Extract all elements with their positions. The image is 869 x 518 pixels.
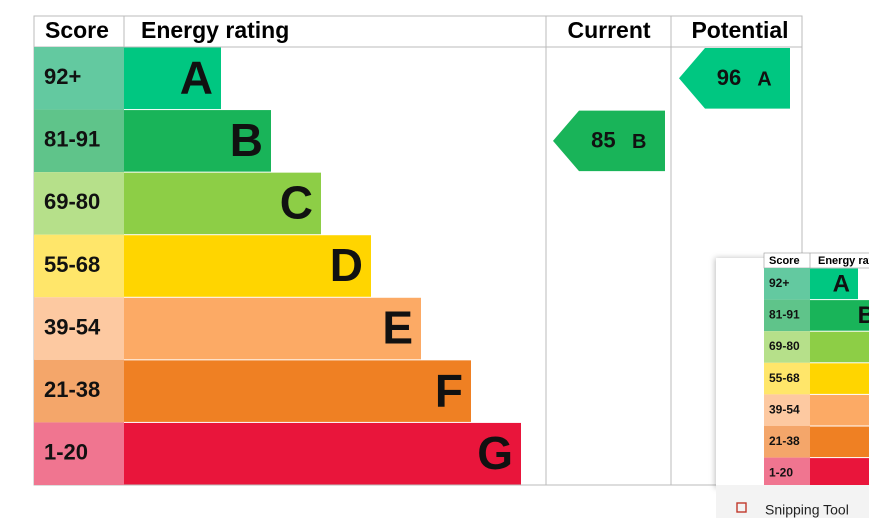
thumb-score-cell	[764, 268, 810, 300]
thumb-bar	[810, 268, 858, 300]
thumb-bar	[810, 331, 869, 363]
snipping-label[interactable]: Snipping Tool	[765, 502, 849, 518]
score-cell	[34, 359, 124, 423]
band-letter: B	[230, 114, 263, 166]
thumb-score-cell	[764, 426, 810, 458]
main-table: Score Energy rating Current Potential 92…	[33, 15, 803, 486]
band-letter: G	[477, 427, 513, 479]
score-cell	[34, 172, 124, 235]
thumb-score: 1-20	[769, 466, 793, 480]
thumb-bar	[810, 300, 869, 331]
band-score: 55-68	[44, 252, 100, 277]
thumb-letter: B	[858, 302, 869, 329]
thumb-bar	[810, 394, 869, 426]
thumb-bar	[810, 363, 869, 394]
header-score: Score	[45, 17, 109, 43]
band-bar	[124, 47, 221, 110]
thumb-score: 69-80	[769, 339, 800, 353]
thumb-score-cell	[764, 457, 810, 485]
thumb-bar	[810, 458, 869, 485]
band-bar	[124, 422, 521, 485]
header-energy: Energy rating	[141, 17, 289, 43]
header-current: Current	[567, 17, 650, 43]
band-score: 1-20	[44, 440, 88, 465]
snipping-icon	[736, 502, 747, 513]
band-bar	[124, 297, 421, 360]
current-arrow	[553, 110, 665, 172]
potential-value: 96	[717, 65, 741, 90]
thumb-score: 39-54	[769, 402, 800, 416]
band-letter: F	[435, 364, 463, 416]
score-cell	[34, 109, 124, 173]
thumb-score: 55-68	[769, 371, 800, 385]
thumb-bar	[810, 426, 869, 458]
thumb-score: 92+	[769, 276, 789, 290]
score-cell	[34, 47, 124, 110]
band-bar	[124, 235, 371, 297]
band-score: 21-38	[44, 377, 100, 402]
band-letter: D	[330, 239, 363, 291]
band-bar	[124, 110, 271, 172]
thumb-letter: A	[833, 270, 850, 297]
thumb-header-score: Score	[769, 255, 800, 267]
band-score: 39-54	[44, 314, 101, 339]
band-score: 92+	[44, 64, 81, 89]
score-cell	[34, 422, 124, 485]
thumb-score-cell	[764, 299, 810, 332]
band-letter: E	[382, 302, 413, 354]
band-letter: C	[280, 177, 313, 229]
current-letter: B	[632, 131, 646, 153]
band-score: 81-91	[44, 127, 100, 152]
thumb-header	[763, 252, 869, 269]
potential-arrow	[679, 48, 790, 109]
thumb-score-cell	[764, 394, 810, 426]
band-bar	[124, 360, 471, 422]
thumb-score: 81-91	[769, 308, 800, 322]
thumb-score-cell	[764, 331, 810, 363]
score-cell	[34, 297, 124, 360]
score-cell	[34, 234, 124, 298]
current-value: 85	[591, 128, 615, 153]
thumb-score: 21-38	[769, 434, 800, 448]
thumb-score-cell	[764, 362, 810, 395]
header-potential: Potential	[691, 17, 788, 43]
band-bar	[124, 172, 321, 235]
band-score: 69-80	[44, 189, 100, 214]
thumb-header-energy: Energy rating	[818, 255, 869, 267]
thumbnail: Score Energy rating 92+ 81-91 69-80 55-68 39…	[763, 252, 869, 485]
potential-letter: A	[757, 69, 771, 91]
band-letter: A	[180, 51, 213, 103]
